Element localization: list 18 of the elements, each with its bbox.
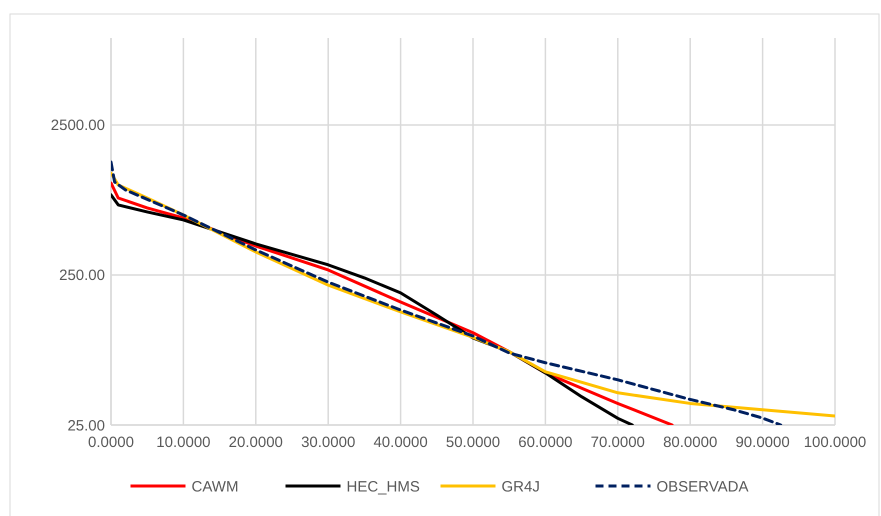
x-tick-label: 70.0000 xyxy=(590,434,645,451)
x-tick-label: 40.0000 xyxy=(373,434,428,451)
y-tick-label: 250.00 xyxy=(59,267,105,284)
legend-label: HEC_HMS xyxy=(346,478,420,496)
x-tick-label: 0.0000 xyxy=(88,434,134,451)
x-tick-label: 60.0000 xyxy=(518,434,573,451)
legend-label: GR4J xyxy=(502,478,540,496)
legend-label: OBSERVADA xyxy=(656,478,748,496)
y-tick-label: 25.00 xyxy=(67,417,105,434)
y-tick-label: 2500.00 xyxy=(50,117,105,134)
x-tick-label: 20.0000 xyxy=(228,434,283,451)
x-tick-label: 100.0000 xyxy=(804,434,866,451)
x-tick-label: 10.0000 xyxy=(156,434,211,451)
x-tick-label: 30.0000 xyxy=(301,434,356,451)
x-tick-label: 50.0000 xyxy=(446,434,500,451)
x-tick-label: 80.0000 xyxy=(663,434,718,451)
legend-label: CAWM xyxy=(192,478,238,496)
x-tick-label: 90.0000 xyxy=(735,434,790,451)
